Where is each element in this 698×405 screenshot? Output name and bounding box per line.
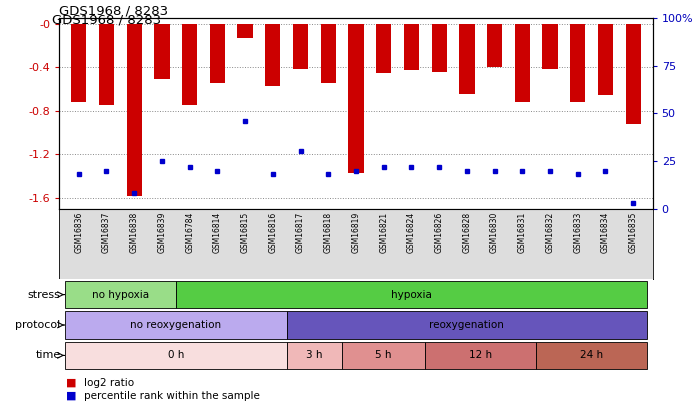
Bar [598,23,613,96]
Text: 3 h: 3 h [306,350,322,360]
Text: 12 h: 12 h [469,350,492,360]
Bar [293,23,308,69]
Text: GSM16819: GSM16819 [352,212,360,254]
Text: stress: stress [28,290,61,300]
Text: GSM16814: GSM16814 [213,212,222,254]
Text: GSM16784: GSM16784 [185,212,194,254]
Text: 24 h: 24 h [580,350,603,360]
Text: GSM16831: GSM16831 [518,212,527,254]
Text: GSM16828: GSM16828 [462,212,471,253]
Bar [425,342,536,369]
Text: GSM16816: GSM16816 [268,212,277,254]
Bar [536,342,647,369]
Bar [514,23,530,102]
Bar [404,23,419,70]
Text: no reoxygenation: no reoxygenation [131,320,221,330]
Text: GSM16818: GSM16818 [324,212,333,253]
Text: GSM16834: GSM16834 [601,212,610,254]
Text: GSM16833: GSM16833 [573,212,582,254]
Text: GSM16830: GSM16830 [490,212,499,254]
Text: GDS1968 / 8283: GDS1968 / 8283 [52,13,161,26]
Text: percentile rank within the sample: percentile rank within the sample [84,391,260,401]
Bar [237,23,253,38]
Bar [65,281,176,308]
Text: log2 ratio: log2 ratio [84,378,134,388]
Text: GSM16836: GSM16836 [74,212,83,254]
Bar [71,23,87,102]
Bar [570,23,586,102]
Bar [126,23,142,196]
Bar [182,23,198,105]
Text: ■: ■ [66,378,80,388]
Text: GSM16821: GSM16821 [379,212,388,253]
Text: GSM16838: GSM16838 [130,212,139,254]
Bar [431,23,447,72]
Text: 0 h: 0 h [168,350,184,360]
Text: no hypoxia: no hypoxia [91,290,149,300]
Text: hypoxia: hypoxia [391,290,432,300]
Text: GSM16837: GSM16837 [102,212,111,254]
Bar [376,23,392,72]
Bar [459,23,475,94]
Bar [176,281,647,308]
Bar [542,23,558,69]
Text: time: time [36,350,61,360]
Text: ■: ■ [66,391,80,401]
Bar [287,311,647,339]
Text: GSM16826: GSM16826 [435,212,444,254]
Bar [209,23,225,83]
Bar [342,342,425,369]
Text: GSM16817: GSM16817 [296,212,305,254]
Bar [320,23,336,83]
Bar [265,23,281,86]
Text: reoxygenation: reoxygenation [429,320,505,330]
Text: GSM16824: GSM16824 [407,212,416,254]
Bar [487,23,503,67]
Text: GSM16839: GSM16839 [158,212,166,254]
Bar [348,23,364,173]
Bar [65,342,287,369]
Bar [99,23,114,105]
Text: GDS1968 / 8283: GDS1968 / 8283 [59,4,168,17]
Text: GSM16832: GSM16832 [546,212,554,254]
Text: GSM16815: GSM16815 [241,212,250,254]
Bar [154,23,170,79]
Text: 5 h: 5 h [376,350,392,360]
Bar [625,23,641,124]
Text: GSM16835: GSM16835 [629,212,638,254]
Text: protocol: protocol [15,320,61,330]
Bar [65,311,287,339]
Bar [287,342,342,369]
